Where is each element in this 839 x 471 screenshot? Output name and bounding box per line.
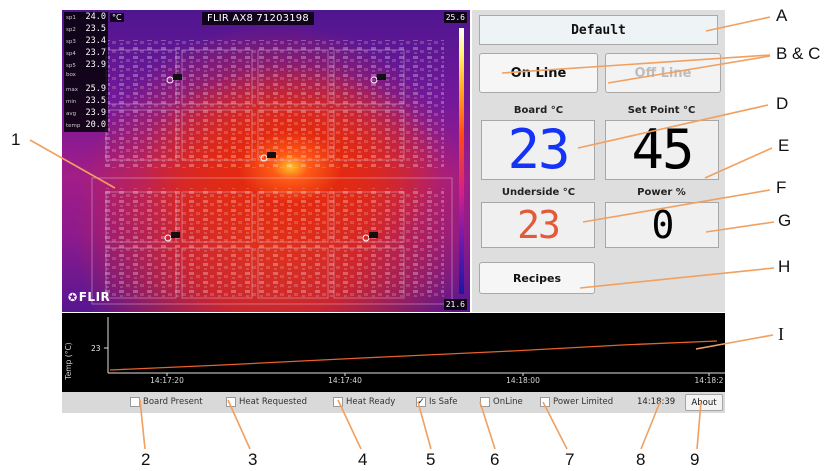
status-clock: 14:18:39 (637, 397, 676, 407)
is-safe-checkbox[interactable]: ✓ Is Safe (416, 396, 458, 407)
callout-4: 4 (358, 450, 368, 469)
callout-h: H (778, 257, 791, 276)
spot-readouts: sp1 24.0 sp2 23.5 sp3 23.4 sp4 23.7 sp5 23.9 … (64, 12, 108, 132)
callout-1: 1 (11, 130, 21, 149)
underside-temp-caption: Underside °C (501, 187, 576, 198)
heat-ready-checkbox[interactable]: Heat Ready (333, 397, 395, 407)
profile-name-field[interactable]: Default (479, 15, 718, 45)
callout-2: 2 (141, 450, 151, 469)
callout-9: 9 (690, 450, 700, 469)
box-row-temp: temp 20.0 (64, 120, 108, 132)
trend-xtick-2: 14:17:40 (328, 376, 362, 385)
callout-6: 6 (490, 450, 500, 469)
temperature-trend-chart: Temp (°C) 23 14:17:20 14:17:40 14:18:00 … (62, 313, 725, 392)
setpoint-caption: Set Point °C (627, 105, 696, 116)
scale-max-label: 25.6 (443, 12, 467, 23)
trend-xtick-3: 14:18:00 (506, 376, 540, 385)
trend-ylabel: Temp (°C) (64, 342, 73, 380)
status-bar: Board Present Heat Requested Heat Ready … (62, 392, 725, 413)
board-temp-caption: Board °C (513, 105, 564, 116)
callout-8: 8 (636, 450, 646, 469)
scale-min-label: 21.6 (443, 299, 467, 310)
about-button[interactable]: About (685, 394, 723, 411)
color-scale-bar (459, 28, 464, 294)
trend-xtick-4: 14:18:2 (695, 376, 724, 385)
recipes-button[interactable]: Recipes (479, 262, 595, 294)
checkbox-icon (333, 397, 343, 407)
callout-a: A (776, 6, 788, 25)
spot-row-3: sp3 23.4 (64, 36, 108, 48)
board-temp-readout: 23 (481, 120, 595, 180)
callout-7: 7 (565, 450, 575, 469)
callout-3: 3 (248, 450, 258, 469)
box-title-row: box (64, 72, 108, 84)
box-row-min: min 23.5 (64, 96, 108, 108)
thermal-board-pattern (91, 40, 453, 305)
callout-5: 5 (426, 450, 436, 469)
underside-temp-value: 23 (517, 203, 561, 247)
callout-e: E (778, 136, 790, 155)
power-value: 0 (651, 203, 675, 247)
callout-i: I (778, 324, 784, 344)
spot-row-5: sp5 23.9 (64, 60, 108, 72)
thermal-camera-view: sp1 24.0 sp2 23.5 sp3 23.4 sp4 23.7 sp5 23.9 … (62, 10, 470, 312)
callout-d: D (776, 94, 789, 113)
callout-g: G (778, 211, 792, 230)
spot-row-4: sp4 23.7 (64, 48, 108, 60)
trend-xtick-1: 14:17:20 (150, 376, 184, 385)
underside-temp-readout: 23 (481, 202, 595, 248)
trend-ytick: 23 (91, 344, 101, 353)
setpoint-value: 45 (631, 118, 694, 181)
callout-f: F (776, 178, 787, 197)
spot-row-2: sp2 23.5 (64, 24, 108, 36)
callout-bc: B & C (776, 44, 821, 63)
power-readout: 0 (605, 202, 719, 248)
power-caption: Power % (637, 187, 686, 198)
spot-row-1: sp1 24.0 (64, 12, 108, 24)
trend-line (109, 340, 718, 371)
setpoint-readout[interactable]: 45 (605, 120, 719, 180)
thermal-unit: °C (110, 13, 124, 22)
flir-logo-icon: ✪ (68, 291, 78, 304)
box-row-avg: avg 23.9 (64, 108, 108, 120)
camera-title: FLIR AX8 71203198 (202, 12, 314, 25)
board-temp-value: 23 (507, 118, 570, 181)
checkmark-icon: ✓ (416, 396, 426, 407)
flir-logo: ✪FLIR (68, 290, 111, 304)
box-row-max: max 25.9 (64, 84, 108, 96)
